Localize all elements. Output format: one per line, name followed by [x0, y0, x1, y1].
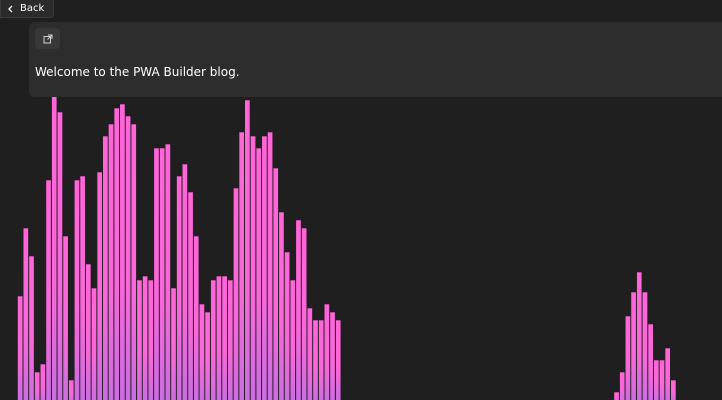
back-label: Back — [20, 3, 45, 14]
visualizer-bar — [34, 371, 41, 400]
visualizer-bar — [295, 219, 302, 400]
visualizer-bar — [17, 295, 24, 400]
visualizer-bar — [329, 311, 336, 400]
visualizer-bar — [284, 251, 291, 400]
visualizer-bar — [306, 307, 313, 400]
visualizer-bar — [664, 347, 671, 400]
visualizer-bar — [181, 163, 188, 400]
visualizer-bar — [250, 135, 256, 400]
visualizer-bar — [136, 279, 143, 400]
visualizer-bar — [272, 167, 279, 400]
visualizer-bar — [56, 111, 63, 400]
visualizer-bar — [170, 287, 177, 400]
visualizer-bar — [619, 371, 626, 400]
visualizer-bar — [176, 175, 183, 400]
visualizer-bar — [147, 279, 154, 400]
visualizer-bar — [51, 95, 58, 400]
visualizer-bar — [613, 391, 620, 400]
visualizer-bar — [91, 287, 97, 400]
visualizer-bar — [39, 363, 46, 400]
open-external-icon — [43, 29, 53, 48]
visualizer-bar — [335, 319, 342, 400]
visualizer-bar — [74, 179, 80, 400]
visualizer-bar — [187, 191, 194, 400]
visualizer-bar — [198, 303, 205, 400]
visualizer-bar — [289, 279, 296, 400]
visualizer-bar — [255, 147, 262, 400]
visualizer-bar — [45, 179, 52, 400]
visualizer-bar — [647, 323, 654, 400]
visualizer-bar — [193, 235, 200, 400]
visualizer-bar — [204, 311, 211, 400]
open-external-button[interactable] — [35, 28, 60, 49]
visualizer-bar — [267, 131, 274, 400]
chevron-left-icon — [7, 5, 15, 13]
visualizer-bar — [624, 315, 631, 400]
blog-welcome-text: Welcome to the PWA Builder blog. — [35, 65, 240, 79]
visualizer-bar — [216, 275, 222, 400]
visualizer-bar — [164, 143, 171, 400]
visualizer-bar — [28, 255, 35, 400]
visualizer-bar — [113, 107, 120, 400]
visualizer-bar — [85, 263, 92, 400]
visualizer-bar — [102, 135, 109, 400]
visualizer-bar — [312, 319, 319, 400]
visualizer-bar — [630, 291, 637, 400]
visualizer-bar — [261, 135, 268, 400]
visualizer-bar — [318, 319, 325, 400]
visualizer-bar — [636, 271, 643, 400]
visualizer-bar — [79, 175, 86, 400]
visualizer-bar — [153, 147, 160, 400]
visualizer-bar — [244, 99, 251, 400]
visualizer-bar — [108, 123, 114, 400]
visualizer-bar — [233, 187, 239, 400]
visualizer-bar — [670, 379, 677, 400]
visualizer-bar — [238, 131, 245, 400]
visualizer-bar — [159, 147, 166, 400]
visualizer-bar — [301, 227, 308, 400]
visualizer-bar — [22, 227, 29, 400]
visualizer-bar — [142, 275, 149, 400]
visualizer-bar — [96, 171, 103, 400]
visualizer-bar — [62, 235, 69, 400]
visualizer-bar — [653, 359, 660, 400]
blog-panel: Welcome to the PWA Builder blog. — [29, 22, 722, 97]
visualizer-bar — [227, 279, 234, 400]
visualizer-bar — [659, 359, 665, 400]
visualizer-bar — [641, 291, 648, 400]
visualizer-bar — [125, 115, 132, 400]
visualizer-bar — [323, 303, 330, 400]
visualizer-bar — [130, 123, 137, 400]
visualizer-bar — [210, 279, 217, 400]
visualizer-bar — [119, 103, 126, 400]
visualizer-bar — [68, 379, 75, 400]
visualizer-bar — [278, 211, 285, 400]
back-button[interactable]: Back — [0, 0, 55, 18]
visualizer-bar — [221, 275, 228, 400]
